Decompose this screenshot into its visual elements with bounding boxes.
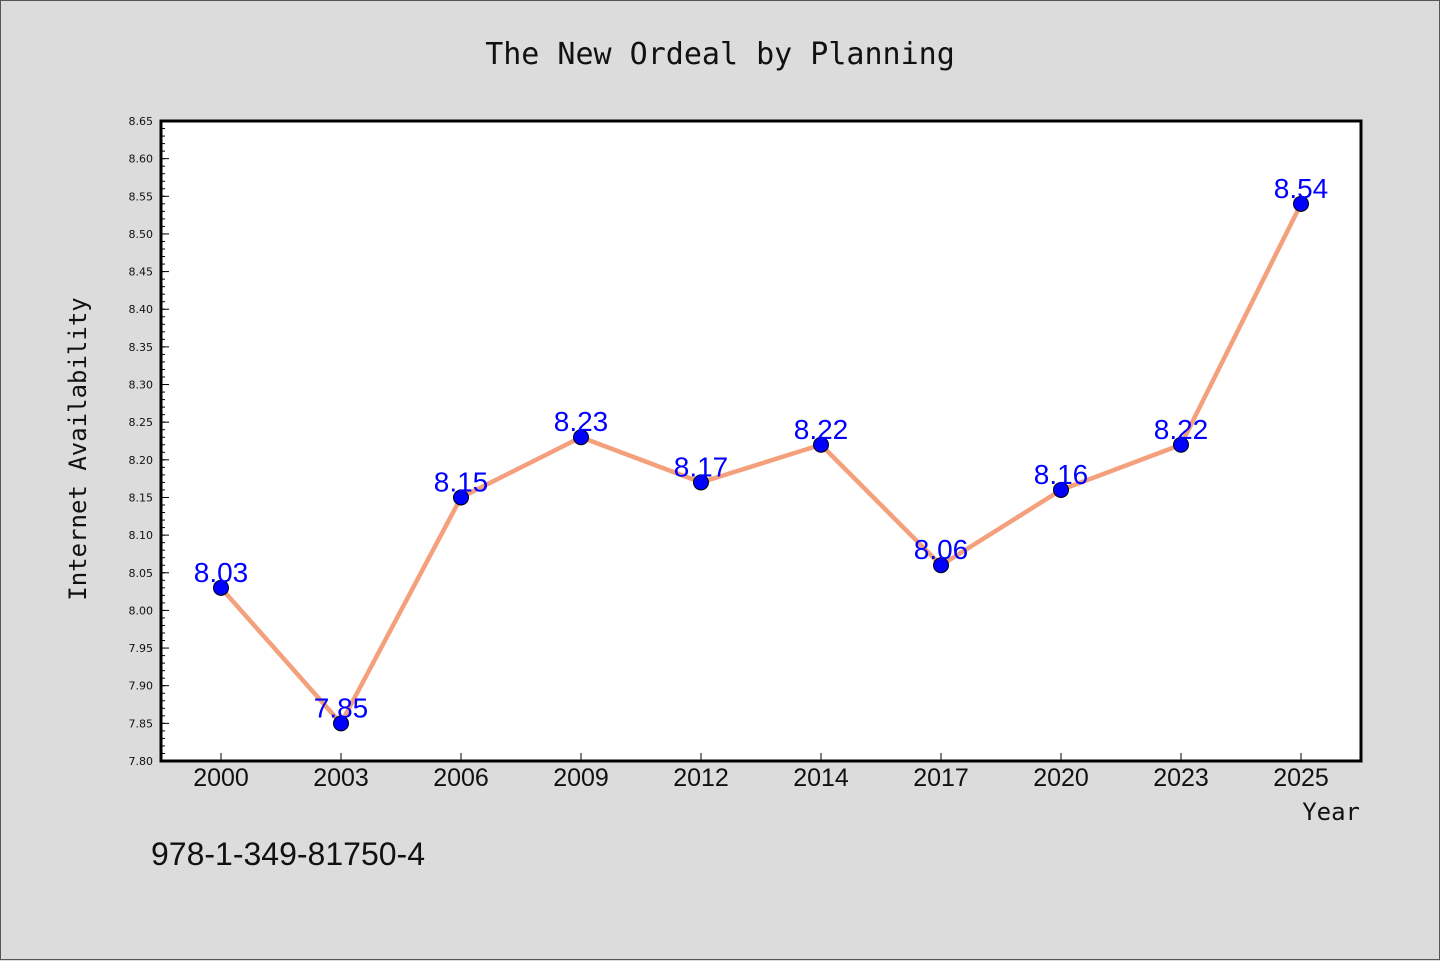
data-label: 8.22 xyxy=(794,414,849,445)
data-point xyxy=(333,715,349,732)
footer-isbn: 978-1-349-81750-4 xyxy=(151,836,425,872)
data-label: 8.22 xyxy=(1154,414,1209,445)
y-tick-label: 7.90 xyxy=(129,680,154,693)
y-tick-label: 7.95 xyxy=(129,642,154,655)
x-tick-label: 2014 xyxy=(793,764,849,792)
y-tick-label: 8.05 xyxy=(129,567,154,580)
data-point xyxy=(1173,436,1189,453)
y-tick-label: 8.00 xyxy=(129,604,154,617)
data-label: 8.54 xyxy=(1274,173,1329,204)
x-tick-label: 2025 xyxy=(1273,764,1329,792)
y-tick-label: 8.45 xyxy=(129,266,154,279)
chart-title: The New Ordeal by Planning xyxy=(485,37,955,72)
y-tick-label: 8.35 xyxy=(129,341,154,354)
data-label: 8.06 xyxy=(914,534,969,565)
series-layer: 8.03 7.85 8.15 8.23 8.17 8.22 8.06 8.16 8.22 8.54 xyxy=(194,173,1329,732)
data-label: 8.16 xyxy=(1034,459,1089,490)
y-tick-label: 8.15 xyxy=(129,491,154,504)
y-tick-label: 8.60 xyxy=(129,153,154,166)
data-label: 8.17 xyxy=(674,451,729,482)
data-label: 8.03 xyxy=(194,557,249,588)
x-axis: 2000 2003 2006 2009 2012 2014 2017 2020 2023 2025 xyxy=(193,753,1329,792)
plot-area xyxy=(161,121,1361,761)
data-label: 8.23 xyxy=(554,406,609,437)
y-tick-label: 8.25 xyxy=(129,416,154,429)
y-tick-label: 8.40 xyxy=(129,303,154,316)
x-tick-label: 2020 xyxy=(1033,764,1089,792)
y-axis: 7.80 7.85 7.90 7.95 8.00 8.05 8.10 8.15 8.20 8.25… xyxy=(129,115,169,768)
data-point xyxy=(1293,195,1309,212)
x-tick-label: 2012 xyxy=(673,764,729,792)
data-label: 7.85 xyxy=(314,692,369,723)
x-tick-label: 2003 xyxy=(313,764,369,792)
data-point xyxy=(1053,481,1069,498)
data-point xyxy=(573,429,589,446)
data-point xyxy=(213,579,229,596)
plot-border xyxy=(159,119,1363,763)
y-tick-label: 8.30 xyxy=(129,379,154,392)
y-tick-label: 7.80 xyxy=(129,755,154,768)
x-tick-label: 2017 xyxy=(913,764,969,792)
y-tick-label: 7.85 xyxy=(129,717,154,730)
x-tick-label: 2000 xyxy=(193,764,249,792)
y-tick-label: 8.50 xyxy=(129,228,154,241)
series-line xyxy=(219,202,1304,726)
x-tick-label: 2009 xyxy=(553,764,609,792)
y-tick-label: 8.55 xyxy=(129,190,154,203)
y-tick-label: 8.10 xyxy=(129,529,154,542)
data-point xyxy=(813,436,829,453)
x-axis-label: Year xyxy=(1302,798,1360,826)
data-point xyxy=(693,474,709,491)
y-axis-label: Internet Availability xyxy=(64,297,92,600)
data-label: 8.15 xyxy=(434,466,489,497)
x-tick-label: 2006 xyxy=(433,764,489,792)
y-tick-label: 8.65 xyxy=(129,115,154,128)
x-tick-label: 2023 xyxy=(1153,764,1209,792)
data-point xyxy=(453,489,469,506)
y-tick-label: 8.20 xyxy=(129,454,154,467)
data-point xyxy=(933,557,949,574)
